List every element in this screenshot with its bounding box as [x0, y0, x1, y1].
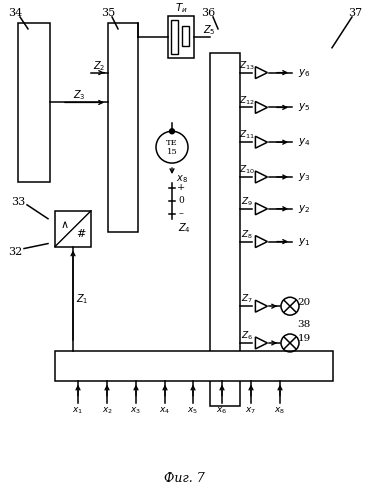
- Text: Фиг. 7: Фиг. 7: [164, 472, 204, 484]
- Text: $y_6$: $y_6$: [298, 66, 310, 78]
- Text: +: +: [177, 184, 185, 192]
- Text: 32: 32: [8, 246, 22, 256]
- Text: $y_5$: $y_5$: [298, 102, 310, 114]
- Bar: [168, 16, 194, 58]
- Bar: [210, 52, 240, 406]
- Text: $x_2$: $x_2$: [102, 406, 113, 416]
- Text: 35: 35: [101, 8, 115, 18]
- Text: $Z_5$: $Z_5$: [203, 23, 215, 37]
- Text: $Z_9$: $Z_9$: [241, 196, 253, 208]
- Text: 36: 36: [201, 8, 215, 18]
- Text: $y_1$: $y_1$: [298, 236, 310, 248]
- Text: $x_8$: $x_8$: [275, 406, 286, 416]
- Text: $x_7$: $x_7$: [245, 406, 256, 416]
- Text: $x_6$: $x_6$: [216, 406, 228, 416]
- Circle shape: [170, 129, 174, 134]
- Text: $Z_4$: $Z_4$: [178, 221, 190, 234]
- Text: $y_4$: $y_4$: [298, 136, 310, 148]
- Text: $Z_7$: $Z_7$: [241, 293, 253, 306]
- Text: $Z_{11}$: $Z_{11}$: [239, 129, 255, 141]
- Text: $y_3$: $y_3$: [298, 171, 310, 183]
- Text: 20: 20: [297, 298, 311, 306]
- Text: $x_1$: $x_1$: [72, 406, 84, 416]
- Text: 38: 38: [297, 320, 311, 329]
- Text: $Z_3$: $Z_3$: [72, 88, 85, 102]
- Text: $Z_8$: $Z_8$: [241, 228, 253, 241]
- Text: 15: 15: [167, 148, 177, 156]
- Text: $x_3$: $x_3$: [131, 406, 142, 416]
- Text: $Z_{12}$: $Z_{12}$: [239, 94, 255, 106]
- Bar: [182, 26, 189, 46]
- Text: $x_4$: $x_4$: [159, 406, 171, 416]
- Text: #: #: [76, 229, 86, 239]
- Text: –: –: [178, 210, 183, 218]
- Text: $Z_1$: $Z_1$: [76, 292, 88, 306]
- Bar: [55, 211, 91, 246]
- Text: $T_и$: $T_и$: [174, 1, 187, 15]
- Bar: [55, 351, 333, 380]
- Bar: [108, 23, 138, 232]
- Text: $Z_{10}$: $Z_{10}$: [239, 164, 255, 176]
- Text: $Z_2$: $Z_2$: [93, 59, 106, 72]
- Bar: [18, 23, 50, 182]
- Text: $\wedge$: $\wedge$: [60, 219, 68, 230]
- Text: 34: 34: [8, 8, 22, 18]
- Text: TE: TE: [166, 139, 178, 147]
- Text: $Z_{13}$: $Z_{13}$: [239, 60, 255, 72]
- Bar: [171, 20, 178, 54]
- Text: 0: 0: [178, 196, 184, 205]
- Text: $y_2$: $y_2$: [298, 203, 310, 215]
- Text: 37: 37: [348, 8, 362, 18]
- Text: $x_5$: $x_5$: [187, 406, 198, 416]
- Text: $Z_6$: $Z_6$: [241, 330, 253, 342]
- Text: 19: 19: [297, 334, 311, 344]
- Text: $x_8$: $x_8$: [176, 173, 188, 185]
- Text: 33: 33: [11, 197, 25, 207]
